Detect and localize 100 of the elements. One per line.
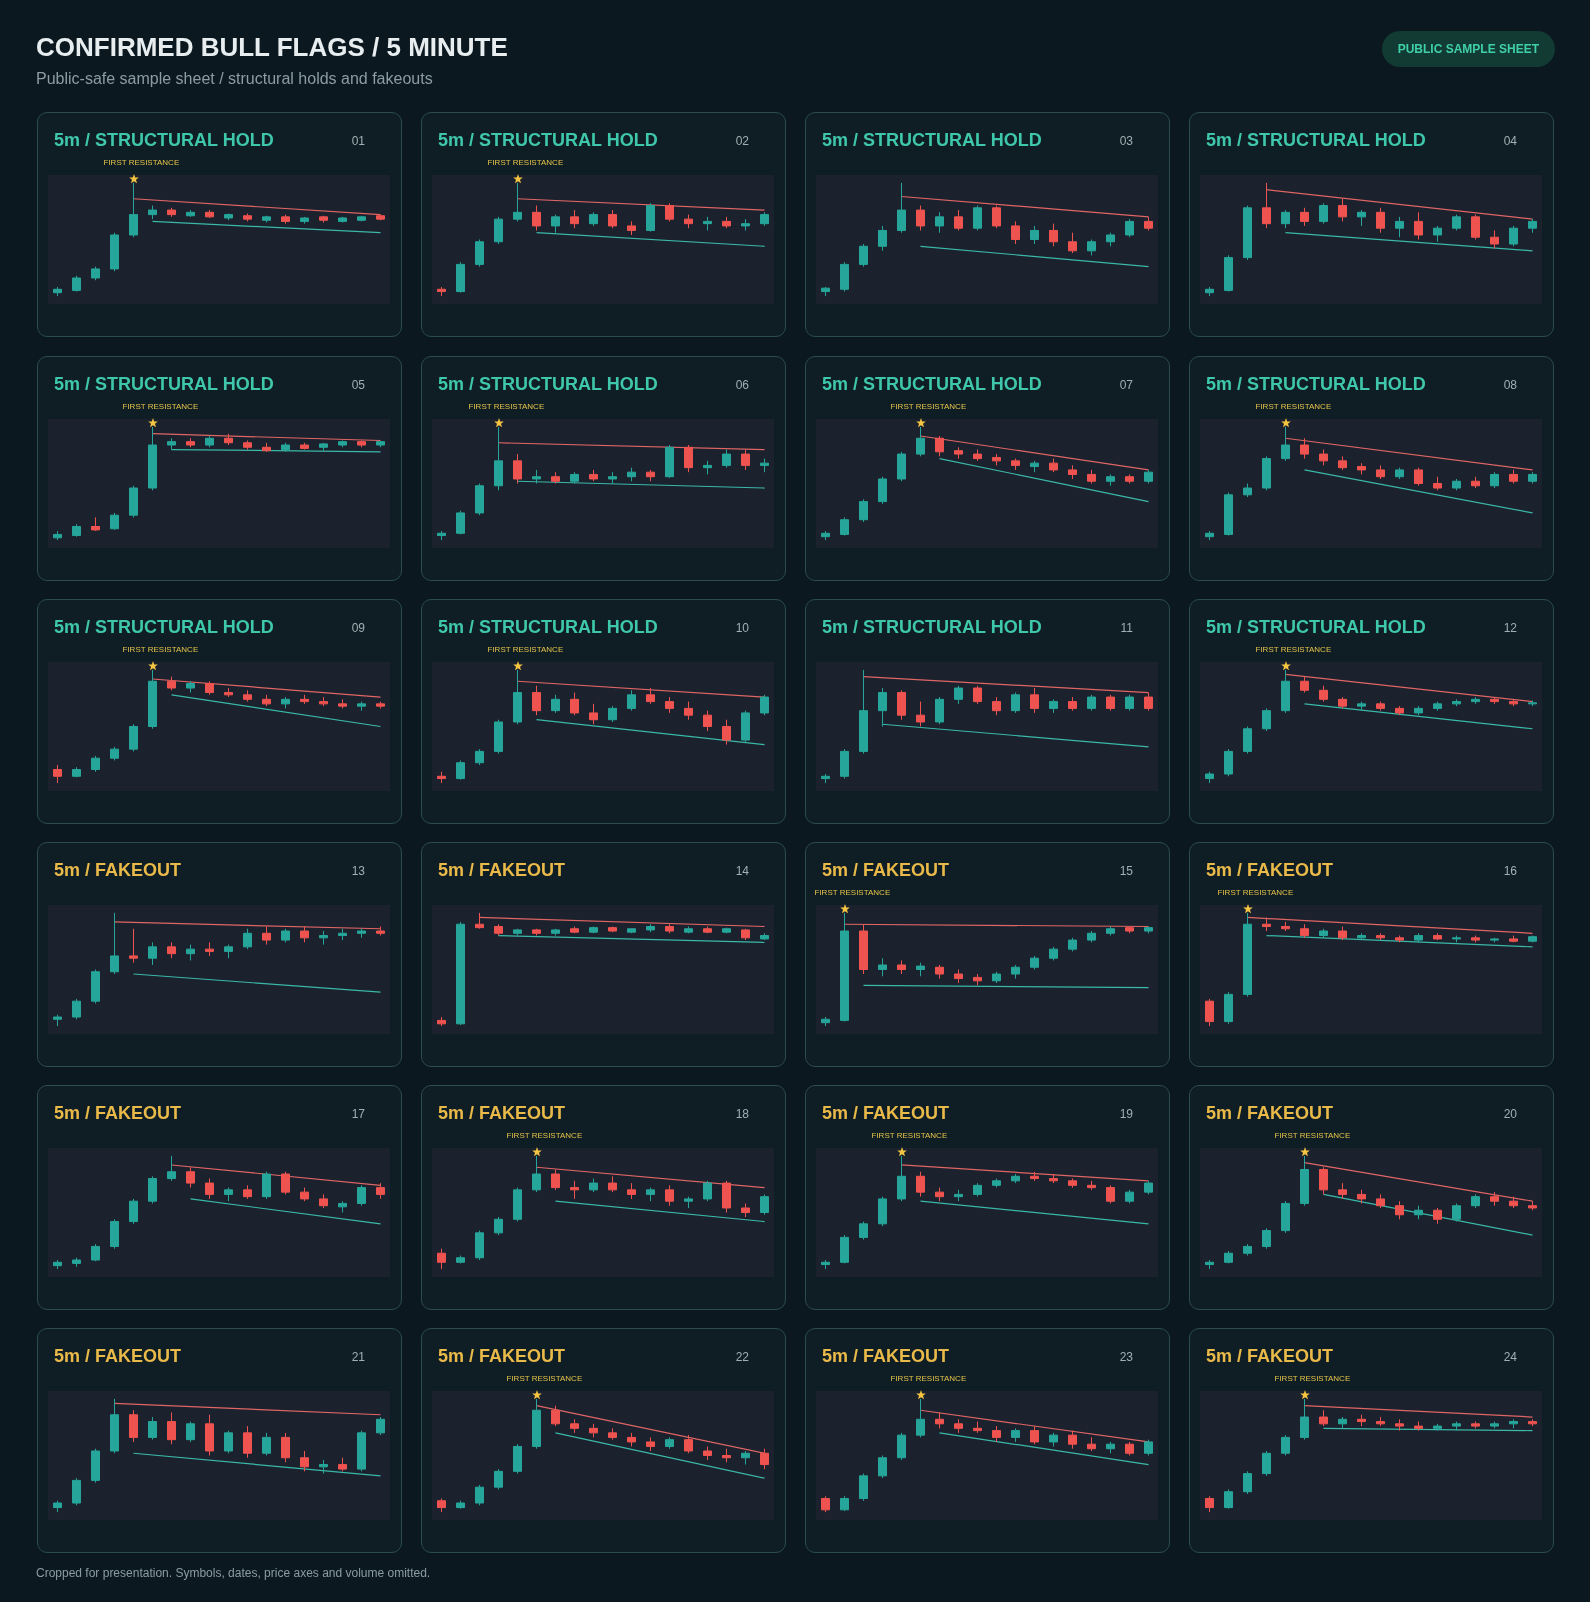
candlestick [1224,1250,1233,1264]
candlestick [570,1418,579,1434]
candlestick [1125,218,1134,238]
candlestick [338,440,347,448]
candlestick [1528,471,1537,484]
candlestick [243,689,252,703]
candlestick [551,1169,560,1191]
candlestick [281,1171,290,1195]
candlestick [224,1430,233,1454]
candlestick [224,944,233,959]
candlestick [954,446,963,460]
candlestick [1205,530,1214,541]
candlestick [376,441,385,448]
candlestick [973,449,982,462]
chart-title: 5m / FAKEOUT [54,860,182,880]
chart-title: 5m / STRUCTURAL HOLD [1206,374,1426,394]
candlestick [513,928,522,937]
candlestick [1125,473,1134,484]
candlestick [1357,1414,1366,1427]
candlestick [840,1495,849,1512]
candlestick [897,182,906,234]
candlestick [513,1187,522,1223]
chart-title: 5m / FAKEOUT [1206,860,1334,880]
candlestick [1414,467,1423,487]
candlestick [878,687,887,727]
candlestick [494,216,503,245]
candlestick [897,451,906,482]
candlestick [935,1412,944,1429]
candlestick [589,469,598,482]
candlestick [1395,467,1404,480]
candlestick [1205,1495,1214,1513]
candlestick [1319,449,1328,466]
candlestick [703,710,712,732]
candlestick [437,771,446,784]
candlestick [205,680,214,696]
text: Public-safe sample sheet / structural holds and fakeouts [36,70,433,88]
candlestick [1414,932,1423,943]
candlestick [741,218,750,231]
candlestick [1030,1171,1039,1182]
candlestick [53,1259,62,1270]
candlestick [1011,1173,1020,1184]
text: CONFIRMED BULL FLAGS / 5 MINUTE [36,32,508,63]
candlestick [973,1421,982,1434]
candlestick [300,1187,309,1202]
candlestick [935,696,944,725]
candlestick [167,676,176,691]
candlestick [1509,698,1518,707]
candlestick [992,205,1001,229]
chart-subtitle: 06 [735,378,750,392]
candlestick [262,442,271,453]
candlestick [665,444,674,479]
candlestick [1281,1200,1290,1234]
candlestick [589,703,598,725]
candlestick [973,205,982,231]
candlestick [570,1180,579,1200]
candlestick [376,1182,385,1200]
candlestick [703,216,712,231]
candlestick [91,755,100,773]
candlestick [821,1495,830,1513]
text: FIRST RESISTANCE [122,402,199,412]
candlestick [1319,928,1328,939]
candlestick [992,1425,1001,1443]
chart-subtitle: 15 [1119,864,1134,878]
candlestick [1395,1200,1404,1220]
candlestick [205,209,214,219]
chart-title: 5m / STRUCTURAL HOLD [438,130,658,150]
candlestick [570,692,579,716]
candlestick [167,941,176,959]
chart-subtitle: 18 [735,1107,750,1121]
candlestick [665,696,674,714]
candlestick [376,926,385,937]
text: FIRST RESISTANCE [1274,1131,1351,1141]
chart-title: 5m / STRUCTURAL HOLD [54,617,274,637]
candlestick [494,1468,503,1490]
candlestick [1049,698,1058,714]
candlestick [91,1448,100,1484]
candlestick [319,442,328,452]
candlestick [1338,455,1347,471]
candlestick [608,1175,617,1193]
candlestick [1011,692,1020,714]
candlestick [608,926,617,933]
candlestick [840,261,849,293]
candlestick [262,1432,271,1456]
candlestick [167,207,176,218]
candlestick [741,1450,750,1466]
candlestick [281,696,290,709]
text: FIRST RESISTANCE [1255,645,1332,655]
candlestick [281,928,290,943]
candlestick [1030,225,1039,245]
candlestick [1433,476,1442,491]
candlestick [1224,254,1233,293]
candlestick [110,912,119,975]
candlestick [1395,1418,1404,1432]
candlestick [243,1184,252,1200]
candlestick [1049,1432,1058,1447]
candlestick [992,453,1001,466]
candlestick [703,1180,712,1202]
candlestick [589,926,598,934]
chart-subtitle: 01 [351,134,366,148]
candlestick [1528,1200,1537,1211]
